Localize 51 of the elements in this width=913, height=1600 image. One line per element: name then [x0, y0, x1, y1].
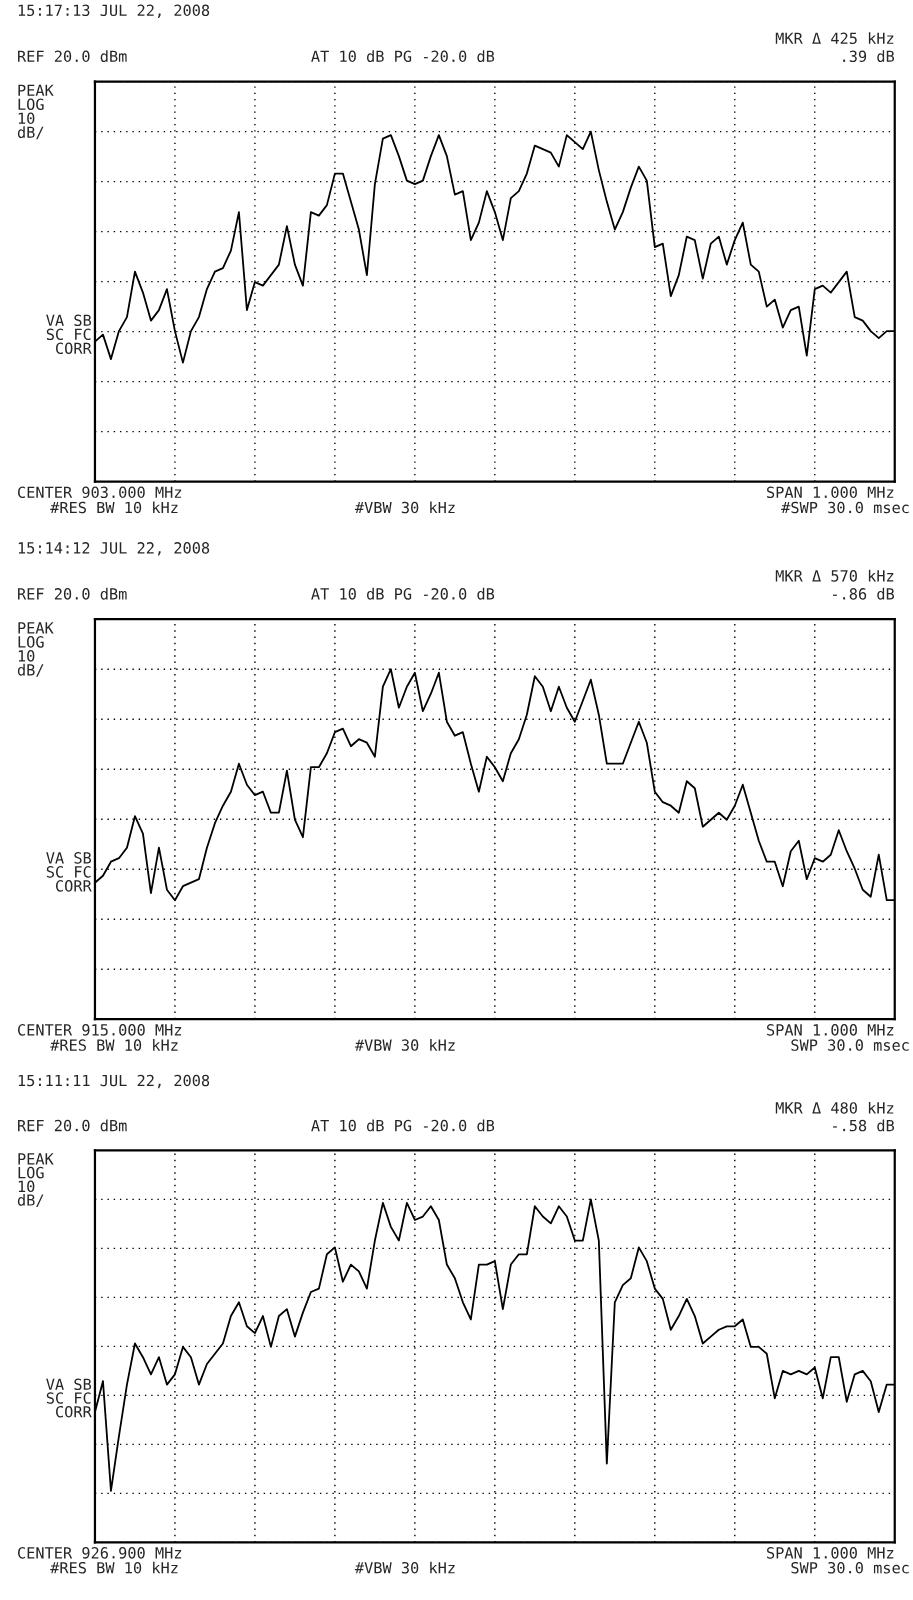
text: SC FC — [46, 1392, 91, 1404]
text: SC FC — [46, 866, 91, 878]
text: #RES BW 10 kHz — [50, 1561, 178, 1574]
text: MKR Δ 425 kHz — [775, 32, 894, 45]
text: 10 — [18, 650, 35, 662]
text: CORR — [56, 342, 92, 355]
text: REF 20.0 dBm — [18, 50, 127, 63]
text: MKR Δ 570 kHz — [775, 569, 894, 582]
text: REF 20.0 dBm — [18, 587, 127, 600]
text: #RES BW 10 kHz — [50, 501, 178, 514]
text: dB/ — [17, 1194, 44, 1208]
chart-title: 15:11:11 JUL 22, 2008 — [18, 1074, 210, 1089]
text: #RES BW 10 kHz — [50, 1039, 178, 1051]
text: SC FC — [46, 328, 91, 341]
text: PEAK — [18, 622, 54, 634]
text: AT 10 dB PG -20.0 dB — [311, 587, 495, 600]
text: #VBW 30 kHz — [354, 1039, 455, 1051]
text: VA SB — [46, 852, 92, 864]
text: #VBW 30 kHz — [354, 501, 455, 514]
text: CORR — [56, 1405, 92, 1418]
text: CORR — [56, 880, 92, 892]
text: -.86 dB — [833, 587, 895, 600]
chart-title: 15:17:13 JUL 22, 2008 — [18, 4, 210, 18]
text: #SWP 30.0 msec — [781, 501, 909, 514]
text: AT 10 dB PG -20.0 dB — [311, 50, 495, 63]
text: SWP 30.0 msec — [791, 1039, 909, 1051]
text: 10 — [18, 1180, 35, 1193]
text: AT 10 dB PG -20.0 dB — [311, 1119, 495, 1132]
text: MKR Δ 480 kHz — [775, 1101, 894, 1114]
text: SPAN 1.000 MHz — [767, 1547, 894, 1559]
text: REF 20.0 dBm — [18, 1119, 127, 1132]
text: SWP 30.0 msec — [791, 1561, 909, 1574]
text: CENTER 926.900 MHz — [18, 1547, 182, 1559]
text: CENTER 903.000 MHz — [18, 486, 182, 499]
text: .39 dB — [843, 50, 895, 63]
text: SPAN 1.000 MHz — [767, 1024, 894, 1036]
text: VA SB — [46, 314, 92, 327]
text: VA SB — [46, 1378, 92, 1391]
text: -.58 dB — [833, 1119, 895, 1132]
text: LOG — [18, 1166, 44, 1179]
chart-title: 15:14:12 JUL 22, 2008 — [18, 542, 210, 556]
text: LOG — [18, 98, 44, 111]
text: PEAK — [18, 1153, 54, 1165]
text: PEAK — [18, 84, 54, 96]
text: CENTER 915.000 MHz — [18, 1024, 182, 1036]
text: 10 — [18, 112, 35, 125]
text: #VBW 30 kHz — [354, 1561, 455, 1574]
text: SPAN 1.000 MHz — [767, 486, 894, 499]
text: LOG — [18, 636, 44, 648]
text: dB/ — [17, 663, 44, 677]
text: dB/ — [17, 126, 44, 140]
